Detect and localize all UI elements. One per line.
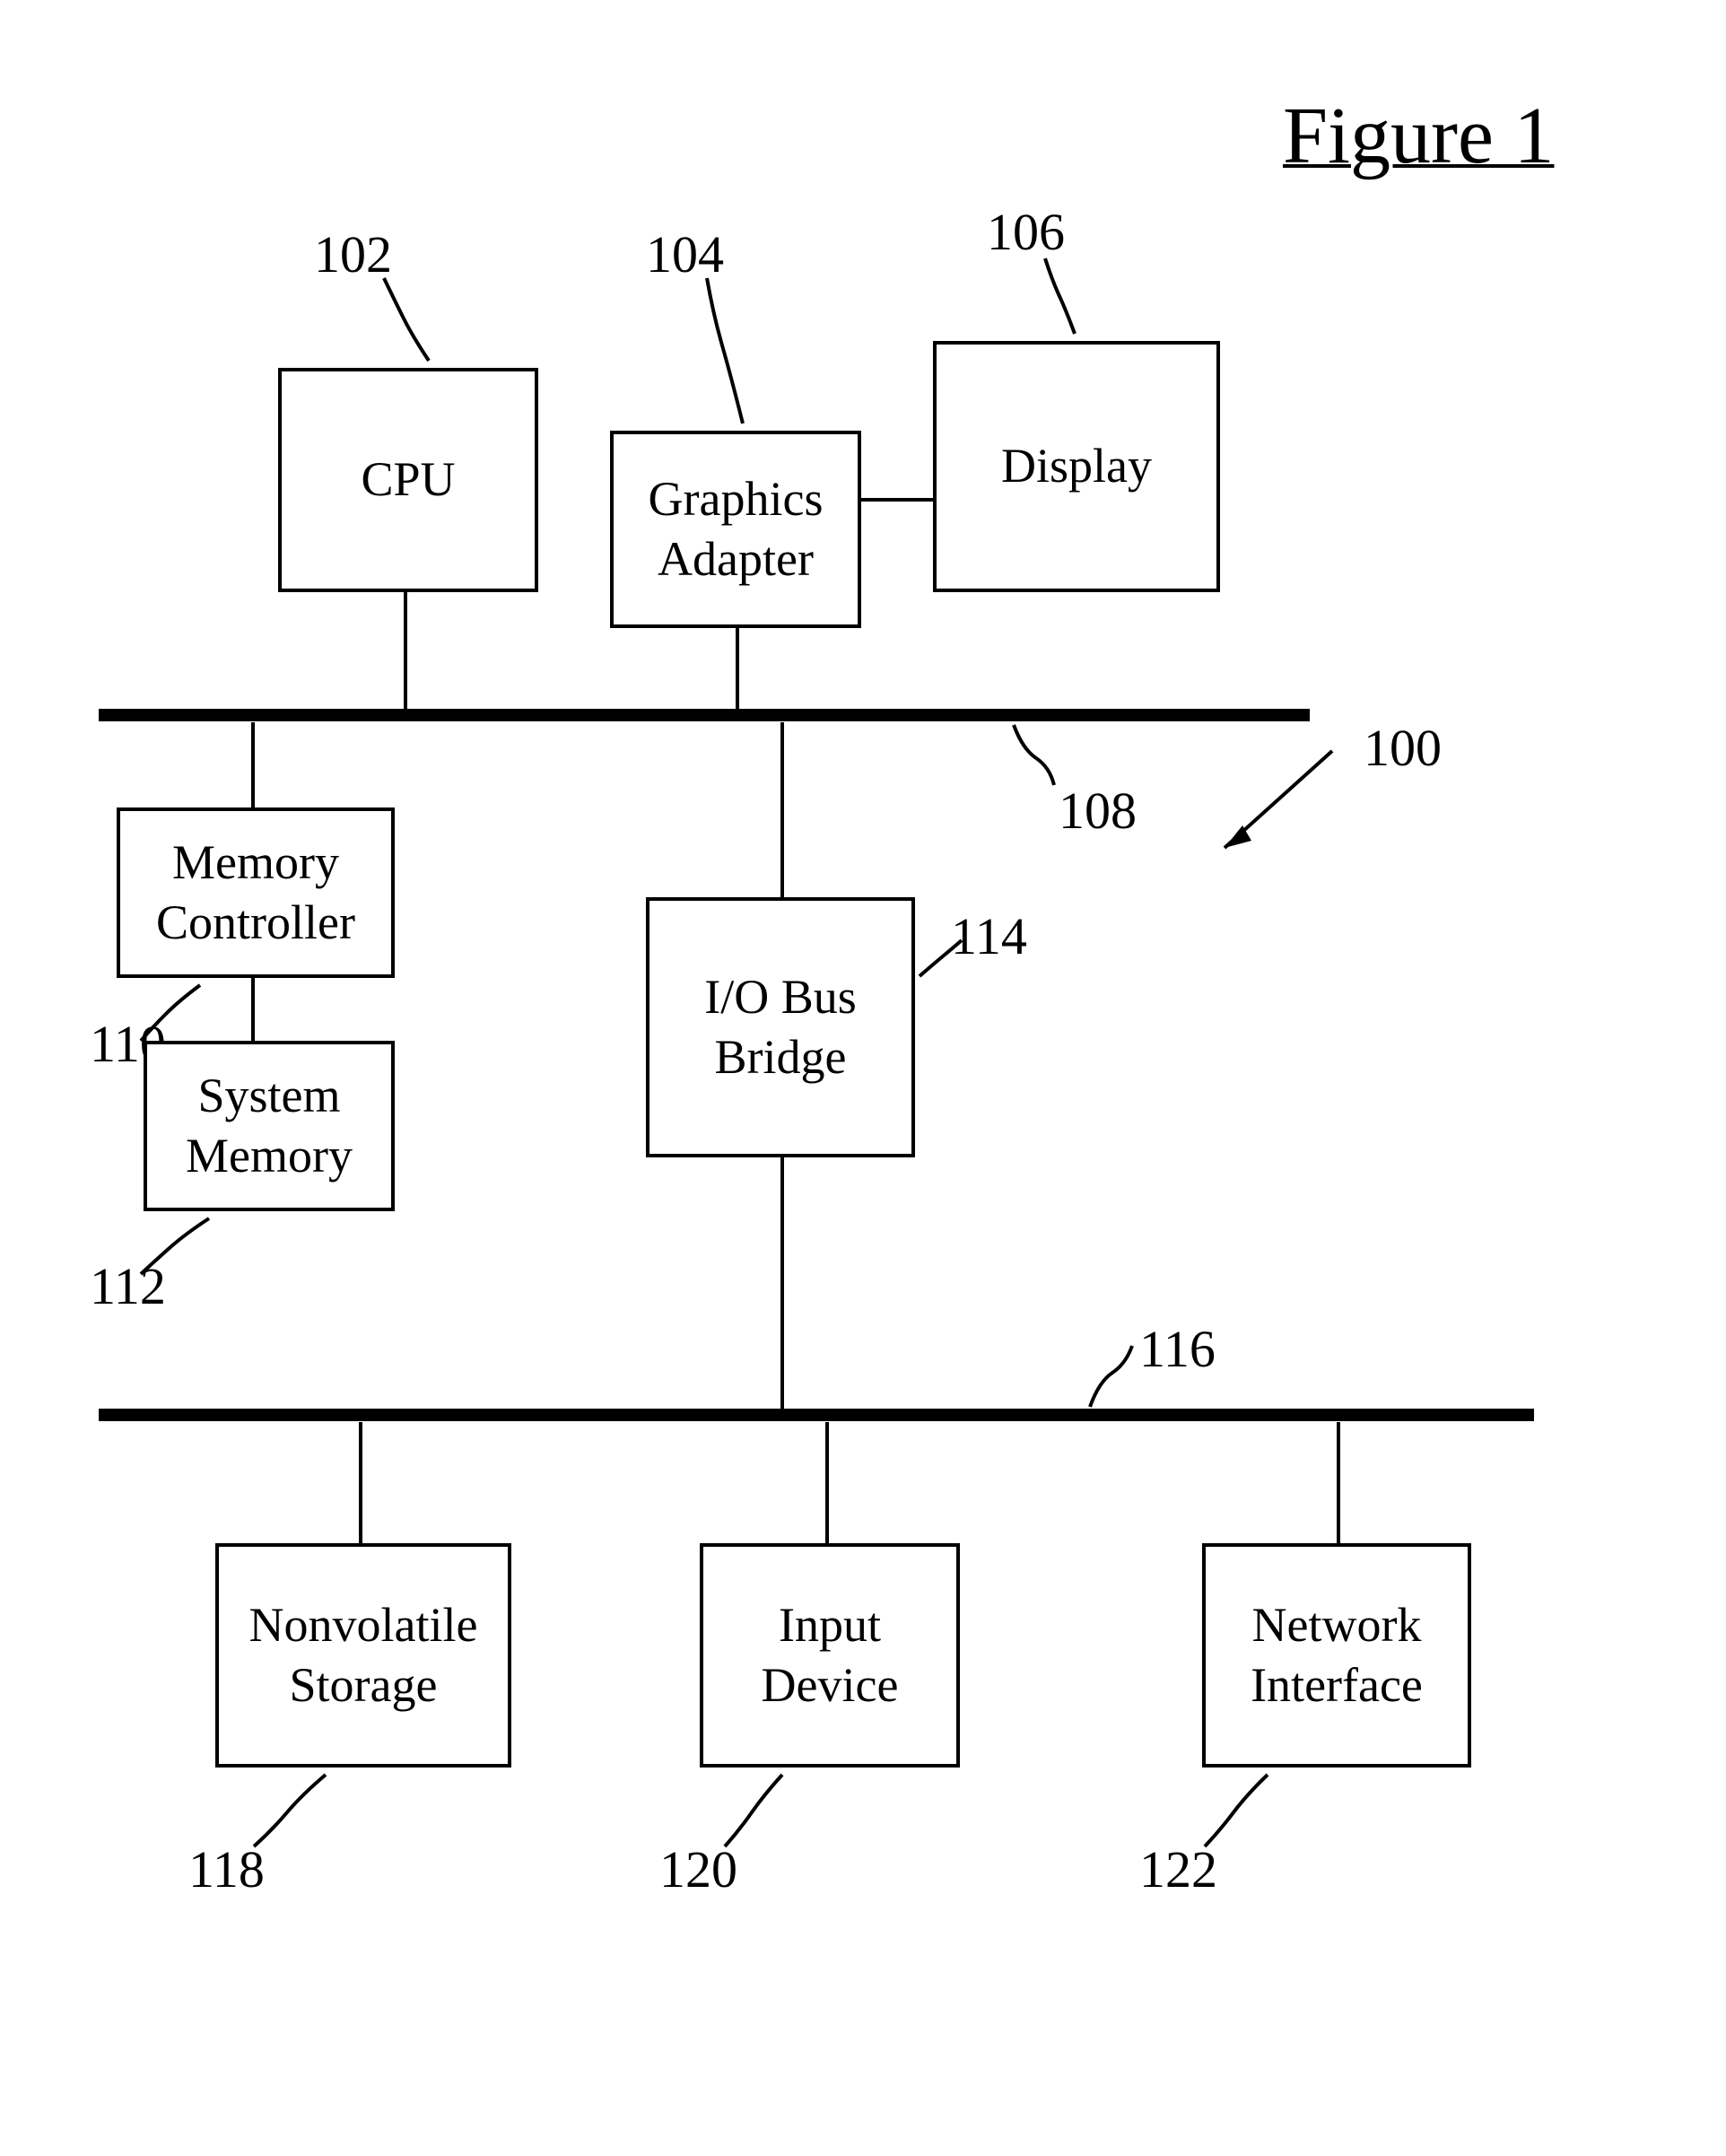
ref-108: 108	[1059, 781, 1137, 841]
memory-controller-label: Memory Controller	[156, 833, 355, 954]
ref-106: 106	[987, 202, 1065, 262]
ref-120: 120	[659, 1839, 737, 1899]
cpu-box: CPU	[278, 368, 538, 592]
io-bridge-to-lower-bus-connector	[780, 1157, 784, 1409]
cpu-label: CPU	[361, 450, 455, 511]
graphics-adapter-label: Graphics Adapter	[649, 469, 824, 590]
cpu-to-bus-connector	[404, 592, 407, 709]
system-block-diagram: Figure 1 108 116 CPU 102 Graphics Adapte…	[0, 0, 1726, 2156]
system-memory-label: System Memory	[186, 1066, 353, 1187]
ref-102: 102	[314, 224, 392, 284]
network-interface-to-bus-connector	[1337, 1422, 1340, 1543]
memory-controller-to-system-memory-connector	[251, 978, 255, 1041]
ref-116: 116	[1139, 1319, 1216, 1379]
display-label: Display	[1001, 436, 1152, 497]
arrow-100	[1193, 740, 1355, 875]
input-device-box: Input Device	[700, 1543, 960, 1768]
input-device-to-bus-connector	[825, 1422, 829, 1543]
nonvolatile-storage-label: Nonvolatile Storage	[249, 1595, 478, 1716]
graphics-adapter-box: Graphics Adapter	[610, 431, 861, 628]
ref-112: 112	[90, 1256, 166, 1316]
network-interface-box: Network Interface	[1202, 1543, 1471, 1768]
ref-114: 114	[951, 906, 1027, 966]
graphics-adapter-squiggle	[691, 269, 763, 431]
ref-122: 122	[1139, 1839, 1217, 1899]
network-interface-label: Network Interface	[1251, 1595, 1423, 1716]
nonvolatile-storage-to-bus-connector	[359, 1422, 362, 1543]
figure-title: Figure 1	[1283, 90, 1554, 182]
io-bus-bridge-label: I/O Bus Bridge	[704, 967, 857, 1088]
graphics-adapter-to-display-connector	[861, 498, 933, 502]
memory-controller-box: Memory Controller	[117, 807, 395, 978]
system-memory-box: System Memory	[144, 1041, 395, 1211]
display-box: Display	[933, 341, 1220, 592]
ref-118: 118	[188, 1839, 265, 1899]
input-device-label: Input Device	[762, 1595, 899, 1716]
bus-116-squiggle	[1077, 1328, 1148, 1418]
memory-controller-to-bus-connector	[251, 722, 255, 807]
ref-100: 100	[1364, 718, 1442, 778]
nonvolatile-storage-box: Nonvolatile Storage	[215, 1543, 511, 1768]
graphics-adapter-to-bus-connector	[736, 628, 739, 709]
ref-104: 104	[646, 224, 724, 284]
display-squiggle	[1032, 251, 1094, 341]
lower-bus	[99, 1409, 1534, 1421]
upper-bus	[99, 709, 1310, 721]
io-bridge-to-upper-bus-connector	[780, 722, 784, 897]
io-bus-bridge-box: I/O Bus Bridge	[646, 897, 915, 1157]
